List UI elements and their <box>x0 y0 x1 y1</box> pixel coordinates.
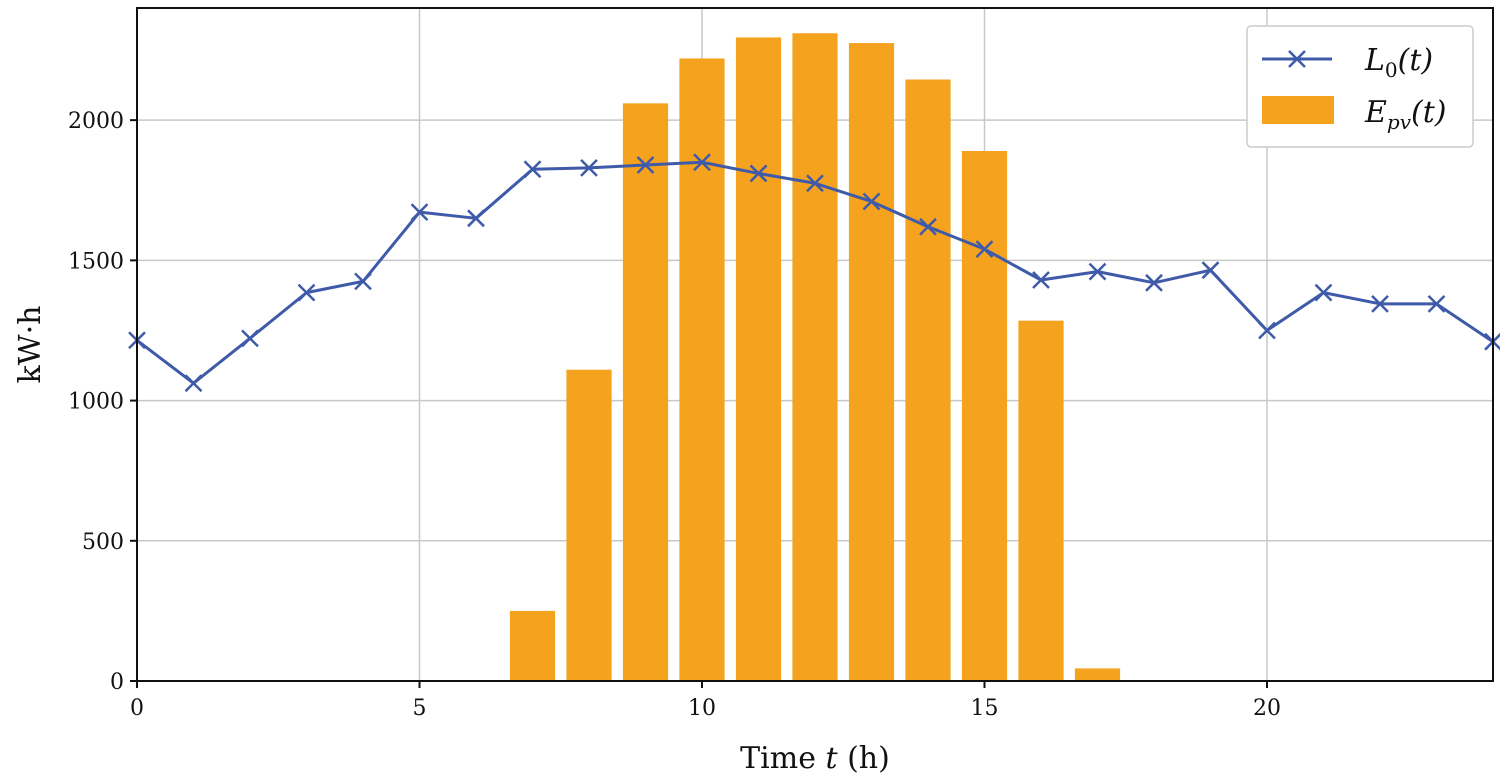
point-l0-7 <box>523 160 542 179</box>
point-l0-18 <box>1145 273 1163 292</box>
bar-series-epv <box>509 33 1121 682</box>
y-tick-label: 0 <box>110 670 124 695</box>
x-axis-label-var: t <box>826 741 839 776</box>
y-tick-label: 500 <box>82 530 124 555</box>
point-l0-9 <box>636 156 655 174</box>
legend: L0(t) Epv(t) <box>1246 25 1474 148</box>
point-l0-15 <box>975 240 994 259</box>
legend-marker-x <box>1288 50 1306 68</box>
bar-epv-14 <box>905 79 951 682</box>
point-l0-4 <box>354 272 372 291</box>
legend-label-l0-main: L <box>1364 43 1385 78</box>
bar-epv-10 <box>679 58 725 682</box>
bar-epv-13 <box>848 43 895 682</box>
point-l0-20 <box>1258 321 1276 340</box>
y-tick-label: 2000 <box>68 109 124 134</box>
point-l0-19 <box>1201 261 1220 280</box>
point-l0-16 <box>1032 271 1050 289</box>
y-tick-label: 1000 <box>68 390 124 415</box>
y-axis-label: kW·h <box>13 306 48 384</box>
point-l0-12 <box>806 174 824 193</box>
axes <box>130 7 1494 688</box>
bar-epv-9 <box>622 103 669 681</box>
legend-swatch-epv <box>1262 96 1334 124</box>
point-l0-1 <box>184 374 203 393</box>
x-tick-label: 20 <box>1253 696 1281 721</box>
point-l0-10 <box>693 153 711 172</box>
point-l0-13 <box>862 192 881 211</box>
x-tick-label: 5 <box>413 696 427 721</box>
bar-epv-7 <box>509 610 556 681</box>
point-l0-21 <box>1314 283 1333 302</box>
point-l0-5 <box>410 203 429 222</box>
point-l0-22 <box>1371 294 1389 313</box>
plot-frame <box>136 7 1494 682</box>
point-l0-17 <box>1088 262 1107 281</box>
legend-label-l0-tail: (t) <box>1398 43 1433 78</box>
bar-epv-8 <box>566 369 612 681</box>
legend-label-epv: Epv(t) <box>1364 95 1446 134</box>
point-l0-23 <box>1427 294 1446 313</box>
legend-label-epv-tail: (t) <box>1411 95 1446 130</box>
tick-labels: 0 5 10 15 20 0 500 1000 1500 2000 <box>68 109 1281 721</box>
x-axis-label: Time t (h) <box>740 741 890 776</box>
point-l0-14 <box>919 217 937 236</box>
x-tick-label: 15 <box>971 696 999 721</box>
legend-label-l0: L0(t) <box>1364 43 1433 82</box>
x-axis-label-suffix: (h) <box>838 741 890 776</box>
point-l0-8 <box>580 158 598 177</box>
point-l0-11 <box>749 164 768 183</box>
bar-epv-15 <box>961 151 1008 681</box>
bar-epv-11 <box>735 37 782 682</box>
point-l0-3 <box>297 283 316 302</box>
bar-epv-16 <box>1018 320 1064 681</box>
point-l0-6 <box>467 209 485 228</box>
y-tick-label: 1500 <box>68 249 124 274</box>
legend-label-l0-sub: 0 <box>1385 58 1398 82</box>
bar-epv-17 <box>1074 668 1121 681</box>
x-axis-label-prefix: Time <box>740 741 825 776</box>
x-tick-label: 10 <box>688 696 716 721</box>
x-tick-label: 0 <box>130 696 144 721</box>
point-l0-2 <box>241 329 259 348</box>
legend-label-epv-main: E <box>1364 95 1387 130</box>
legend-label-epv-sub: pv <box>1387 110 1412 134</box>
bar-epv-12 <box>792 33 838 682</box>
legend-marker-l0 <box>1288 50 1306 68</box>
